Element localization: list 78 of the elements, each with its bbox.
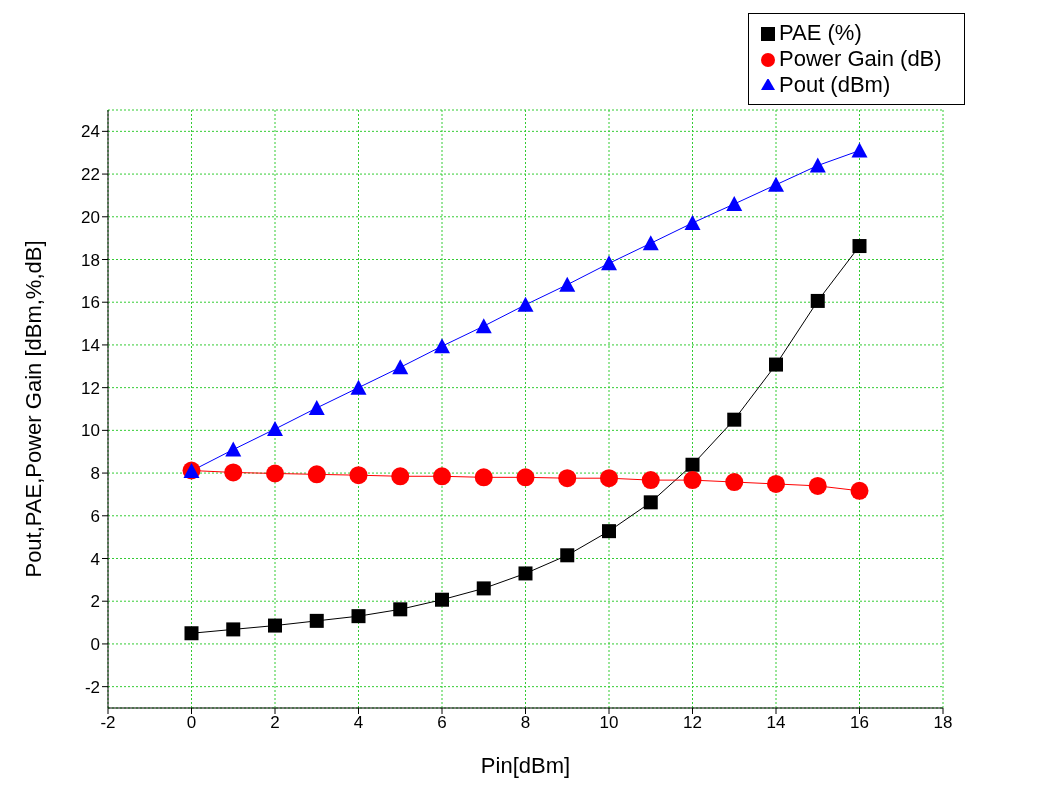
point xyxy=(642,235,659,251)
point xyxy=(516,468,535,487)
point xyxy=(810,293,825,308)
y-tick-label: -2 xyxy=(84,677,100,697)
x-tick-label: 14 xyxy=(766,713,786,733)
point xyxy=(808,476,827,495)
point xyxy=(852,239,867,254)
point xyxy=(391,467,410,486)
y-tick-label: 18 xyxy=(81,250,100,270)
x-axis-title: Pin[dBm] xyxy=(480,753,571,778)
y-tick-label: 14 xyxy=(81,335,100,355)
point xyxy=(268,618,282,633)
point xyxy=(224,463,243,482)
legend-label: Power Gain (dB) xyxy=(779,46,942,71)
y-tick-label: 4 xyxy=(90,549,100,569)
point xyxy=(266,464,284,483)
point xyxy=(309,613,324,628)
point xyxy=(476,581,491,596)
point xyxy=(474,468,493,487)
x-tick-label: 12 xyxy=(683,713,702,733)
point xyxy=(559,276,576,292)
legend-label: PAE (%) xyxy=(779,20,862,45)
x-tick-label: 2 xyxy=(270,713,280,733)
point xyxy=(308,399,325,415)
y-tick-label: 2 xyxy=(90,592,100,612)
point xyxy=(225,441,242,457)
point xyxy=(727,412,742,427)
x-tick-label: 18 xyxy=(933,713,953,733)
y-tick-label: 8 xyxy=(90,464,100,484)
point xyxy=(767,474,785,493)
legend-label: Pout (dBm) xyxy=(779,72,891,97)
x-tick-label: 0 xyxy=(186,713,197,733)
point xyxy=(307,465,326,484)
point xyxy=(518,566,533,581)
x-tick-label: 10 xyxy=(599,713,619,733)
point xyxy=(683,471,702,490)
point xyxy=(643,495,658,510)
y-tick-label: 16 xyxy=(81,293,100,313)
point xyxy=(641,471,660,490)
point xyxy=(350,379,367,395)
point xyxy=(850,481,869,500)
y-tick-label: 24 xyxy=(81,122,100,142)
x-tick-label: 4 xyxy=(353,713,364,733)
point xyxy=(392,359,409,375)
point xyxy=(560,548,575,563)
point xyxy=(726,195,743,211)
point xyxy=(267,421,283,437)
point xyxy=(517,296,534,312)
point xyxy=(349,466,368,485)
point xyxy=(769,357,783,372)
point xyxy=(600,469,618,488)
point xyxy=(475,318,492,334)
y-tick-label: 0 xyxy=(90,634,100,654)
point xyxy=(725,473,744,492)
point xyxy=(351,609,366,624)
point xyxy=(684,214,701,230)
point xyxy=(393,602,408,617)
point xyxy=(851,142,868,158)
point xyxy=(768,176,784,192)
point xyxy=(433,467,451,486)
y-tick-label: 10 xyxy=(81,421,100,441)
point xyxy=(434,338,450,354)
point xyxy=(809,157,826,173)
point xyxy=(226,622,241,637)
y-tick-label: 20 xyxy=(81,207,100,227)
y-tick-label: 12 xyxy=(81,378,100,398)
point xyxy=(685,457,700,472)
y-axis-title: Pout,PAE,Power Gain [dBm,%,dB] xyxy=(20,240,46,578)
y-tick-label: 22 xyxy=(81,165,100,185)
x-tick-label: 6 xyxy=(437,713,447,733)
point xyxy=(602,524,616,539)
y-tick-label: 6 xyxy=(90,506,100,526)
point xyxy=(601,255,617,271)
x-tick-label: 16 xyxy=(850,713,869,733)
point xyxy=(435,592,449,607)
point xyxy=(184,626,199,641)
x-tick-label: 8 xyxy=(520,713,531,733)
point xyxy=(558,469,577,488)
